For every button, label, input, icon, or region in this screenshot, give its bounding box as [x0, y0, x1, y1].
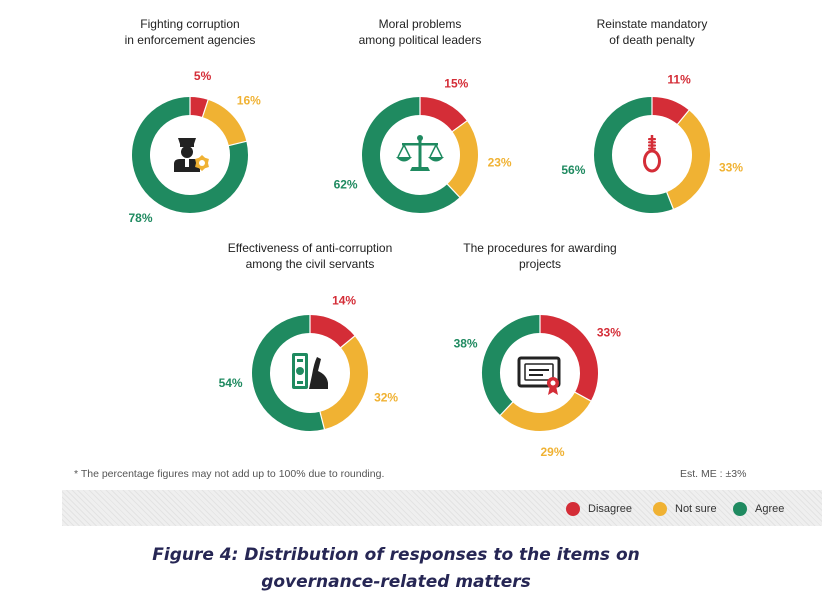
data-label-not-sure: 32%	[374, 391, 398, 405]
donut-chart-4: Effectiveness of anti-corruption among th…	[219, 241, 398, 431]
legend-band	[62, 490, 822, 526]
donut-chart-3: Reinstate mandatory of death penalty 11% 33…	[561, 17, 743, 213]
donut-segment-agree	[594, 97, 674, 213]
donut-segment-agree	[482, 315, 541, 416]
data-label-not-sure: 16%	[237, 94, 261, 108]
data-label-agree: 78%	[128, 211, 152, 225]
donut-segment-agree	[252, 315, 325, 431]
donut-segment-disagree	[539, 315, 598, 401]
chart-title-1: Fighting corruption in enforcement agenci…	[125, 17, 256, 47]
noose-icon	[643, 135, 661, 173]
donut-segment-not-sure	[500, 391, 591, 431]
data-label-disagree: 15%	[444, 77, 468, 91]
certificate-icon	[517, 356, 561, 395]
donut-segment-not-sure	[319, 336, 368, 430]
chart-title-3: Reinstate mandatory of death penalty	[597, 17, 708, 47]
data-label-disagree: 11%	[667, 73, 691, 87]
data-label-not-sure: 23%	[488, 156, 512, 170]
data-label-not-sure: 33%	[719, 161, 743, 175]
legend-dot-not-sure	[653, 502, 667, 516]
figure-caption-line-1: Figure 4: Distribution of responses to t…	[152, 545, 640, 565]
police-officer-badge-icon	[174, 138, 209, 172]
donut-segment-disagree	[419, 97, 467, 132]
donut-chart-1: Fighting corruption in enforcement agenci…	[125, 17, 262, 225]
donut-hole	[613, 116, 691, 194]
money-hand-icon	[292, 353, 328, 389]
chart-title-4: Effectiveness of anti-corruption among th…	[228, 241, 393, 271]
donut-segment-agree	[362, 97, 460, 213]
donut-hole	[271, 334, 349, 412]
legend-label-agree: Agree	[755, 503, 785, 515]
donut-chart-2: Moral problems among political leaders 15%…	[334, 17, 512, 213]
legend-label-disagree: Disagree	[588, 503, 633, 515]
data-label-disagree: 5%	[194, 69, 212, 83]
donut-segment-disagree	[309, 315, 355, 348]
legend-dot-agree	[733, 502, 747, 516]
data-label-agree: 56%	[561, 163, 585, 177]
data-label-agree: 62%	[334, 177, 358, 191]
donut-segment-not-sure	[202, 99, 247, 147]
data-label-disagree: 33%	[597, 325, 621, 339]
figure-caption-line-2: governance-related matters	[261, 572, 531, 592]
chart-title-2: Moral problems among political leaders	[359, 17, 482, 47]
donut-segment-not-sure	[447, 120, 478, 198]
donut-segment-disagree	[651, 97, 689, 125]
data-label-agree: 38%	[454, 337, 478, 351]
donut-chart-5: The procedures for awarding projects 33% 29…	[454, 241, 622, 459]
legend-item-disagree: Disagree	[566, 501, 632, 517]
legend-dot-disagree	[566, 502, 580, 516]
legend-item-agree: Agree	[733, 501, 784, 517]
legend-label-not-sure: Not sure	[675, 503, 717, 515]
data-label-not-sure: 29%	[540, 445, 564, 459]
footnote: * The percentage figures may not add up …	[74, 468, 385, 480]
chart-title-5: The procedures for awarding projects	[463, 241, 616, 271]
donut-segment-agree	[132, 97, 248, 213]
data-label-disagree: 14%	[332, 294, 356, 308]
data-label-agree: 54%	[219, 376, 243, 390]
donut-segment-not-sure	[666, 110, 710, 209]
donut-segment-disagree	[189, 96, 209, 118]
donut-hole	[501, 334, 579, 412]
margin-of-error: Est. ME : ±3%	[680, 468, 747, 480]
legend-item-not-sure: Not sure	[653, 501, 717, 517]
scales-icon	[396, 135, 444, 171]
